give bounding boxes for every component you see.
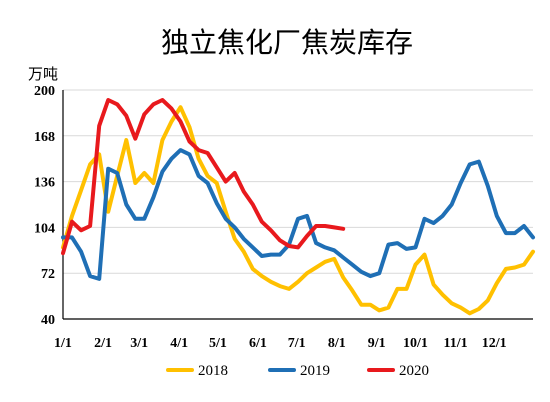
x-tick-label: 1/1 xyxy=(54,336,72,351)
series-line-2019 xyxy=(61,148,535,281)
gridlines xyxy=(63,89,533,320)
series-line-2018 xyxy=(61,105,535,316)
axes xyxy=(62,90,533,320)
y-tick-label: 136 xyxy=(34,176,55,191)
y-tick-label: 104 xyxy=(34,221,55,236)
legend-item-2019: 2019 xyxy=(268,363,330,379)
chart-title: 独立焦化厂焦炭库存 xyxy=(161,26,413,59)
x-tick-label: 10/1 xyxy=(403,336,428,351)
y-tick-label: 200 xyxy=(34,84,55,99)
legend-item-2020: 2020 xyxy=(367,363,429,379)
x-tick-label: 9/1 xyxy=(368,336,386,351)
legend-label: 2020 xyxy=(399,363,429,379)
y-axis-tick-labels: 40 72 104 136 168 200 xyxy=(34,84,55,328)
y-tick-label: 40 xyxy=(41,313,55,328)
x-tick-label: 2/1 xyxy=(94,336,112,351)
x-tick-label: 12/1 xyxy=(482,336,507,351)
legend-label: 2019 xyxy=(300,363,330,379)
x-tick-label: 4/1 xyxy=(170,336,188,351)
y-axis-unit-label: 万吨 xyxy=(28,65,58,83)
x-tick-label: 3/1 xyxy=(130,336,148,351)
y-tick-label: 72 xyxy=(41,267,55,282)
series-line-2020 xyxy=(61,98,346,256)
x-tick-label: 7/1 xyxy=(288,336,306,351)
legend-label: 2018 xyxy=(198,363,228,379)
legend-item-2018: 2018 xyxy=(166,363,228,379)
x-tick-label: 11/1 xyxy=(443,336,467,351)
series-lines xyxy=(61,98,535,316)
y-tick-label: 168 xyxy=(34,130,55,145)
legend: 2018 2019 2020 xyxy=(166,363,429,379)
x-axis-tick-labels: 1/1 2/1 3/1 4/1 5/1 6/1 7/1 8/1 9/1 10/1 11/1 12/1 xyxy=(54,336,507,351)
x-tick-label: 6/1 xyxy=(249,336,267,351)
x-tick-label: 8/1 xyxy=(328,336,346,351)
x-tick-label: 5/1 xyxy=(209,336,227,351)
